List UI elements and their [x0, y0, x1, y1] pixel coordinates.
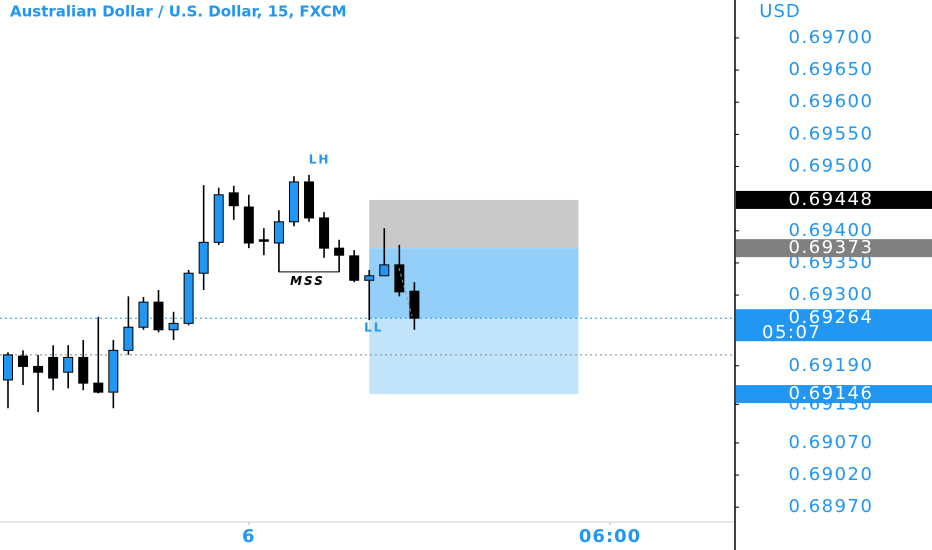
annotations: LH MSS LL [278, 153, 383, 334]
price-label: 0.69146 [789, 383, 874, 404]
candle-body [63, 356, 74, 373]
y-tick-label: 0.69500 [789, 156, 874, 177]
candle-body [273, 221, 284, 244]
y-tick-label: 0.69190 [789, 355, 874, 376]
candle-body [213, 194, 224, 243]
candle-body [319, 217, 330, 249]
candle-body [153, 301, 164, 331]
candle-body [198, 241, 209, 274]
zone [369, 318, 579, 395]
y-tick-label: 0.69020 [789, 464, 874, 485]
candle-body [78, 356, 89, 384]
candle-body [168, 322, 179, 331]
candle-body [288, 181, 299, 223]
chart-title: Australian Dollar / U.S. Dollar, 15, FXC… [10, 3, 347, 21]
candle-body [258, 239, 269, 242]
y-tick-label: 0.69400 [789, 220, 874, 241]
candles [2, 174, 420, 413]
annotation: MSS [290, 274, 325, 288]
price-label-box [736, 239, 932, 258]
candle-body [349, 255, 360, 281]
axes: 0.69700 0.69650 0.69600 0.69550 0.69500 0.694… [242, 27, 932, 547]
projection-line [398, 267, 413, 317]
price-label-box [736, 190, 932, 209]
y-tick-label: 0.69650 [789, 59, 874, 80]
zone [369, 199, 579, 249]
price-label-box [736, 385, 932, 404]
mss-line [278, 243, 340, 273]
candle-body [334, 247, 345, 256]
candle-body [183, 272, 194, 324]
countdown-label: 05:07 [762, 322, 821, 343]
candle-body [93, 382, 104, 393]
candle-body [33, 365, 44, 373]
candle-body [304, 181, 315, 219]
candle-body [18, 355, 29, 367]
x-tick-label: 06:00 [579, 526, 641, 547]
candle-body [394, 264, 405, 293]
candle-body [123, 326, 134, 351]
y-tick-label: 0.69350 [789, 252, 874, 273]
y-tick-label: 0.69070 [789, 432, 874, 453]
candle-body [108, 349, 119, 393]
zones [369, 199, 579, 395]
y-tick-label: 0.69550 [789, 123, 874, 144]
candle-body [228, 192, 239, 207]
price-label: 0.69448 [789, 189, 874, 210]
annotation: LL [364, 320, 383, 334]
price-label: 0.69264 [789, 307, 874, 328]
price-label-box [736, 309, 932, 342]
annotation: LH [309, 153, 331, 167]
candle-body [138, 301, 149, 328]
candle-body [243, 206, 254, 244]
y-tick-label: 0.69700 [789, 27, 874, 48]
y-tick-label: 0.69300 [789, 284, 874, 305]
x-tick-label: 6 [242, 526, 256, 547]
price-label: 0.69373 [789, 237, 874, 258]
candle-body [364, 275, 375, 281]
candle-body [409, 290, 420, 319]
y-tick-label: 0.69600 [789, 91, 874, 112]
currency-label: USD [759, 1, 800, 22]
y-tick-label: 0.68970 [789, 496, 874, 517]
candle-body [379, 264, 390, 277]
candle-body [2, 354, 13, 381]
candle-body [48, 356, 59, 379]
